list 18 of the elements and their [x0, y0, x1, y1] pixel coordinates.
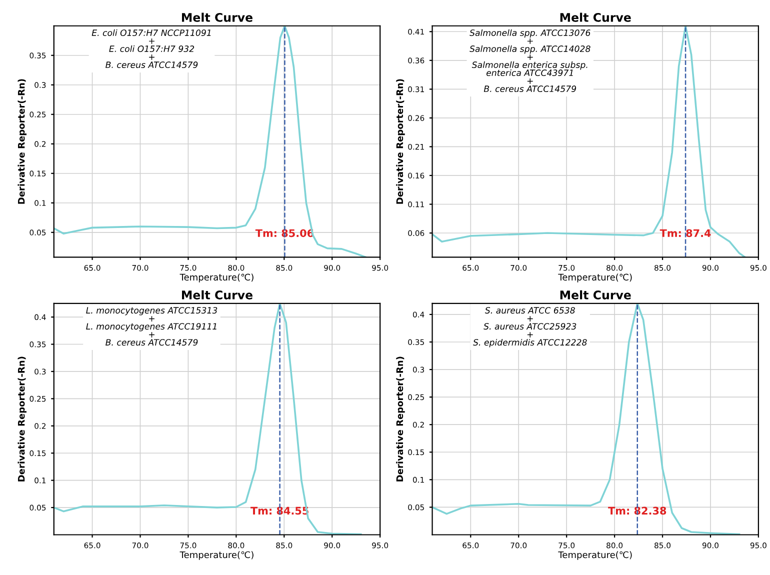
- annotation: S. aureus ATCC 6538 + S. aureus ATCC25923 + S. epidermidis ATCC12228: [473, 307, 587, 348]
- chart-title: Melt Curve: [182, 12, 252, 22]
- annotation: E. coli O157:H7 NCCP11091 + E. coli O157:H7 932 + B. cereus ATCC14579: [92, 29, 211, 68]
- chart-title: Melt Curve: [560, 290, 631, 300]
- chart-title: Melt Curve: [182, 290, 252, 300]
- y-axis-title: Derivative Reporter(-Rn): [18, 356, 26, 482]
- x-axis-title: Temperature(℃): [180, 274, 254, 282]
- annotation: Salmonella spp. ATCC13076 + Salmonella spp. ATCC14028 + Salmonella enterica subsp. enterica ATCC43971 + B. cereus ATCC14579: [470, 29, 590, 92]
- y-axis-title: Derivative Reporter(-Rn): [396, 356, 405, 482]
- ref-line-label: Tm: 82.38: [608, 506, 666, 515]
- y-axis-title: Derivative Reporter(-Rn): [18, 79, 26, 204]
- x-axis-title: Temperature(℃): [558, 551, 632, 560]
- annotation: L. monocytogenes ATCC15313 + L. monocytogenes ATCC19111 + B. cereus ATCC14579: [86, 307, 218, 346]
- chart-title: Melt Curve: [560, 12, 631, 22]
- y-axis-title: Derivative Reporter(-Rn): [396, 79, 405, 204]
- ref-line-label: Tm: 87.4: [660, 229, 711, 238]
- x-axis-title: Temperature(℃): [180, 551, 254, 560]
- x-axis-title: Temperature(℃): [558, 274, 632, 282]
